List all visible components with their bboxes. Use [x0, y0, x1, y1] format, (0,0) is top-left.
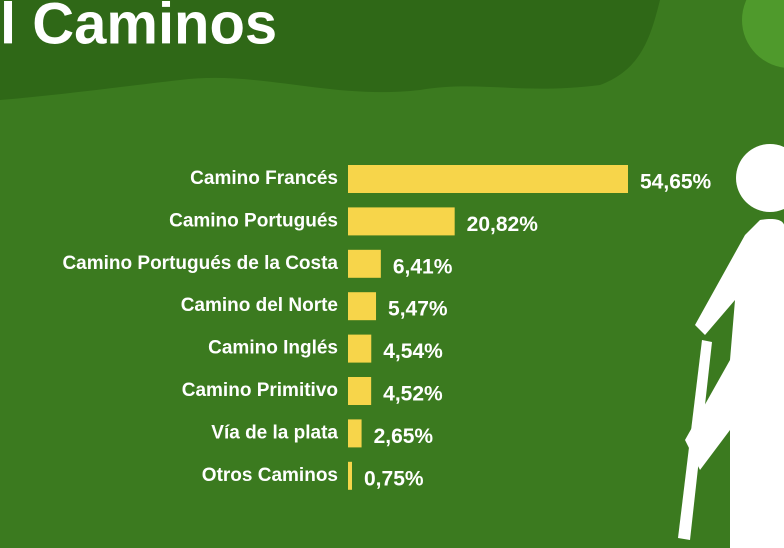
bar [348, 377, 372, 405]
category-label: Camino Francés [190, 168, 338, 189]
category-label: Vía de la plata [211, 422, 338, 443]
value-label: 4,54% [383, 340, 443, 363]
category-label: Camino Portugués [169, 210, 338, 231]
value-label: 54,65% [640, 171, 712, 194]
bar [348, 165, 628, 193]
bar [348, 461, 352, 490]
category-label: Camino Primitivo [182, 380, 338, 401]
bar [348, 334, 372, 363]
category-label: Camino Inglés [208, 338, 338, 359]
logo-circle [742, 0, 784, 68]
walker-figure [678, 144, 784, 548]
chart-title: l Caminos [0, 0, 277, 56]
bar [348, 207, 455, 236]
value-label: 20,82% [467, 213, 539, 236]
category-label: Camino Portugués de la Costa [62, 253, 338, 274]
category-label: Camino del Norte [181, 295, 338, 316]
bar [348, 292, 377, 321]
category-label: Otros Caminos [202, 465, 338, 486]
value-label: 4,52% [383, 383, 443, 406]
header-band [0, 0, 660, 100]
bar [348, 249, 381, 278]
value-label: 6,41% [393, 255, 453, 278]
value-label: 0,75% [364, 467, 424, 490]
value-label: 2,65% [374, 425, 434, 448]
value-label: 5,47% [388, 298, 448, 321]
bar [348, 419, 362, 448]
